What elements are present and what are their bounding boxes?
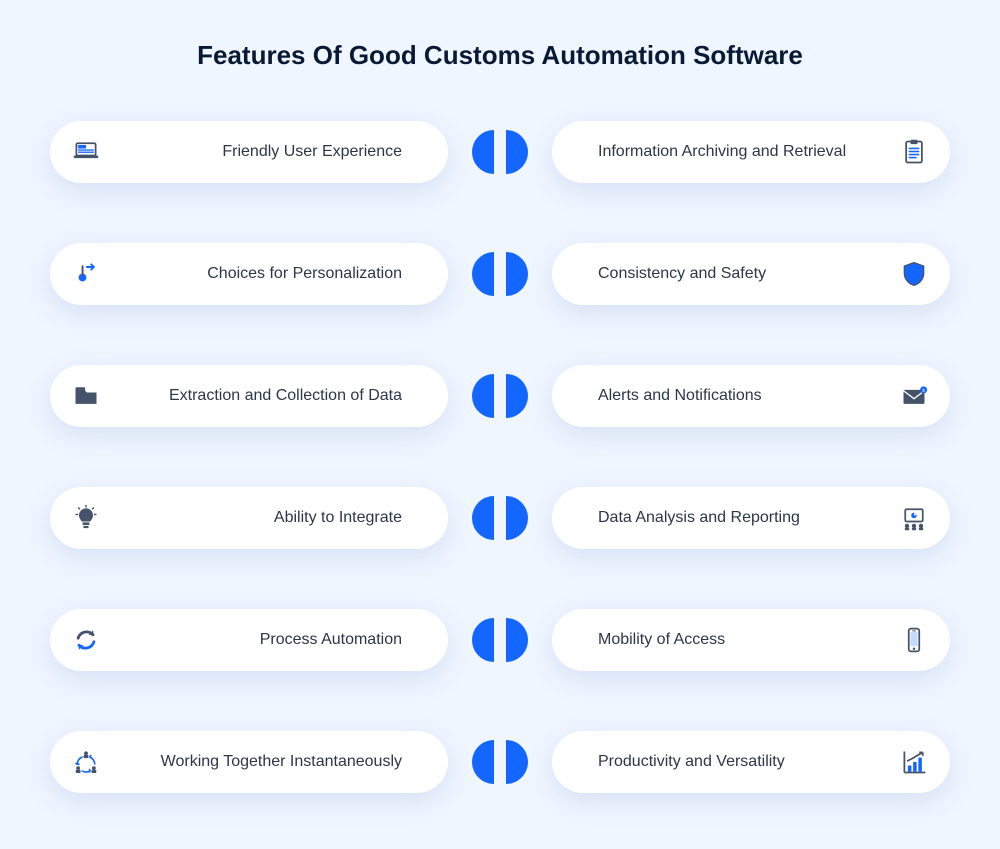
feature-label: Friendly User Experience: [100, 143, 426, 161]
laptop-icon: [72, 138, 100, 166]
mobile-icon: [900, 626, 928, 654]
connector-half-right: [506, 740, 528, 784]
feature-row: Ability to Integrate Data Analysis and Re…: [50, 487, 950, 549]
feature-pill-right: Consistency and Safety: [552, 243, 950, 305]
feature-label: Working Together Instantaneously: [100, 753, 426, 771]
clipboard-icon: [900, 138, 928, 166]
center-connector: [472, 740, 528, 784]
feature-pill-left: Process Automation: [50, 609, 448, 671]
connector-half-left: [472, 740, 494, 784]
feature-pill-left: Ability to Integrate: [50, 487, 448, 549]
feature-row: Friendly User Experience Information Arch…: [50, 121, 950, 183]
center-connector: [472, 618, 528, 662]
feature-label: Process Automation: [100, 631, 426, 649]
feature-label: Consistency and Safety: [574, 265, 900, 283]
feature-label: Extraction and Collection of Data: [100, 387, 426, 405]
infographic-canvas: Features Of Good Customs Automation Soft…: [0, 0, 1000, 849]
center-connector: [472, 252, 528, 296]
center-connector: [472, 374, 528, 418]
touch-swipe-icon: [72, 260, 100, 288]
feature-pill-left: Extraction and Collection of Data: [50, 365, 448, 427]
connector-half-right: [506, 252, 528, 296]
feature-row: Choices for Personalization Consistency a…: [50, 243, 950, 305]
feature-rows: Friendly User Experience Information Arch…: [50, 121, 950, 793]
feature-row: Process Automation Mobility of Access: [50, 609, 950, 671]
feature-pill-right: Alerts and Notifications: [552, 365, 950, 427]
connector-half-left: [472, 130, 494, 174]
presentation-icon: [900, 504, 928, 532]
page-title: Features Of Good Customs Automation Soft…: [50, 40, 950, 71]
folder-icon: [72, 382, 100, 410]
lightbulb-icon: [72, 504, 100, 532]
feature-label: Choices for Personalization: [100, 265, 426, 283]
feature-label: Productivity and Versatility: [574, 753, 900, 771]
feature-label: Ability to Integrate: [100, 509, 426, 527]
feature-label: Alerts and Notifications: [574, 387, 900, 405]
feature-row: Working Together Instantaneously Producti…: [50, 731, 950, 793]
connector-half-right: [506, 374, 528, 418]
feature-pill-right: Mobility of Access: [552, 609, 950, 671]
feature-label: Information Archiving and Retrieval: [574, 143, 900, 161]
growth-chart-icon: [900, 748, 928, 776]
feature-pill-right: Information Archiving and Retrieval: [552, 121, 950, 183]
sync-icon: [72, 626, 100, 654]
feature-pill-right: Data Analysis and Reporting: [552, 487, 950, 549]
connector-half-right: [506, 130, 528, 174]
connector-half-left: [472, 374, 494, 418]
feature-row: Extraction and Collection of Data Alerts …: [50, 365, 950, 427]
team-cycle-icon: [72, 748, 100, 776]
shield-icon: [900, 260, 928, 288]
center-connector: [472, 496, 528, 540]
feature-pill-left: Working Together Instantaneously: [50, 731, 448, 793]
connector-half-left: [472, 496, 494, 540]
feature-pill-right: Productivity and Versatility: [552, 731, 950, 793]
connector-half-right: [506, 618, 528, 662]
feature-pill-left: Friendly User Experience: [50, 121, 448, 183]
feature-label: Mobility of Access: [574, 631, 900, 649]
connector-half-left: [472, 618, 494, 662]
connector-half-left: [472, 252, 494, 296]
feature-pill-left: Choices for Personalization: [50, 243, 448, 305]
center-connector: [472, 130, 528, 174]
mail-alert-icon: [900, 382, 928, 410]
feature-label: Data Analysis and Reporting: [574, 509, 900, 527]
connector-half-right: [506, 496, 528, 540]
